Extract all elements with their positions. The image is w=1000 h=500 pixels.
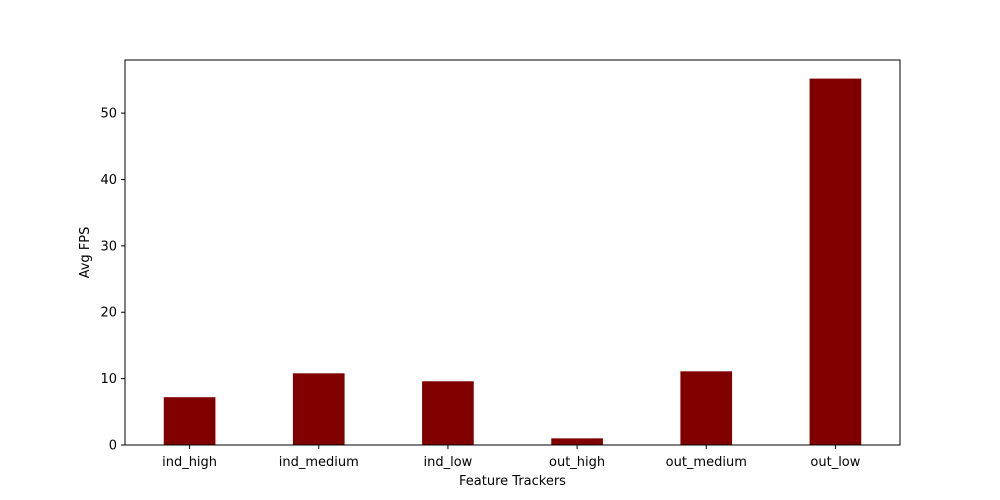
y-ticks-group: 0 10 20 30 40 50 xyxy=(100,107,125,454)
y-tick-label: 10 xyxy=(100,372,117,387)
y-tick-label: 30 xyxy=(100,239,117,254)
bar-out_high xyxy=(551,438,603,445)
x-ticks-group: ind_high ind_medium ind_low out_high out_med… xyxy=(162,445,861,470)
y-tick-label: 20 xyxy=(100,306,117,321)
x-tick-label: out_high xyxy=(549,455,605,470)
bar-ind_medium xyxy=(292,373,345,445)
x-tick-label: ind_low xyxy=(424,455,473,470)
y-tick-label: 0 xyxy=(109,439,117,454)
x-tick-label: ind_medium xyxy=(279,455,359,470)
y-tick-label: 50 xyxy=(100,107,117,122)
x-tick-label: ind_high xyxy=(162,455,217,470)
bar-out_low xyxy=(809,78,862,445)
x-axis-label: Feature Trackers xyxy=(459,474,566,489)
x-tick-label: out_low xyxy=(810,455,860,470)
y-tick-label: 40 xyxy=(100,173,117,188)
bar-ind_low xyxy=(422,381,474,445)
bar-out_medium xyxy=(680,371,733,445)
bar-ind_high xyxy=(163,397,216,445)
plot-frame xyxy=(124,59,901,446)
x-tick-label: out_medium xyxy=(666,455,747,470)
bars-group xyxy=(163,78,862,445)
y-axis-label: Avg FPS xyxy=(78,227,93,279)
